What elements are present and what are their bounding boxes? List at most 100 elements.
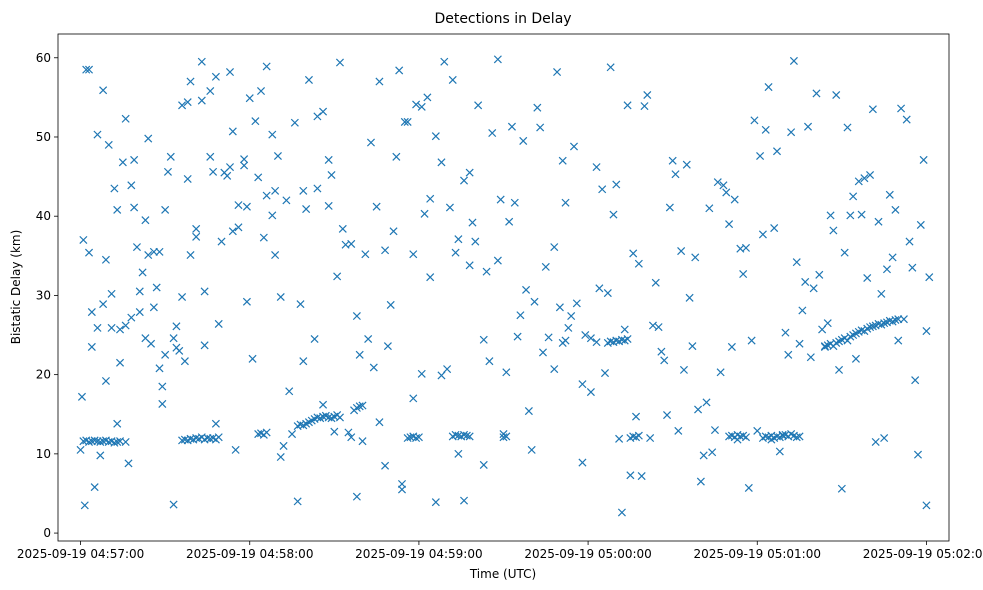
data-point [214, 319, 223, 328]
data-point [276, 292, 285, 302]
data-point [163, 167, 172, 176]
data-point [493, 55, 502, 64]
data-point [479, 460, 488, 469]
data-point [868, 322, 877, 331]
data-point [801, 277, 810, 286]
data-point [454, 235, 463, 244]
data-point [84, 248, 94, 257]
data-point [135, 308, 144, 317]
data-point [251, 117, 260, 126]
data-point [767, 435, 776, 444]
data-point [104, 140, 113, 149]
data-point [96, 437, 105, 447]
data-point [741, 433, 751, 442]
data-point [299, 186, 308, 195]
data-point [93, 130, 102, 139]
data-point [77, 392, 86, 401]
data-point [135, 287, 144, 296]
data-point [445, 203, 454, 212]
data-point [770, 224, 779, 233]
data-point [778, 430, 787, 439]
y-tick-label: 0 [43, 526, 51, 540]
data-point [663, 411, 672, 420]
data-point [124, 459, 133, 468]
data-point [710, 426, 719, 435]
data-point [121, 437, 130, 447]
data-point [99, 300, 108, 309]
data-point [172, 322, 181, 331]
data-point [319, 400, 328, 409]
data-point [643, 90, 652, 100]
data-point [152, 283, 161, 292]
data-point [775, 447, 784, 456]
data-point [736, 244, 745, 253]
data-point [333, 272, 342, 281]
plot-frame [57, 33, 950, 542]
data-point [397, 485, 407, 494]
data-point [502, 368, 511, 377]
data-point [493, 256, 502, 265]
data-point [550, 243, 559, 252]
data-point [144, 134, 153, 143]
data-point [262, 191, 271, 200]
data-point [87, 308, 96, 317]
data-point [426, 194, 435, 203]
data-point [335, 58, 344, 67]
data-point [169, 500, 178, 509]
data-point [586, 388, 595, 397]
data-point [631, 412, 641, 421]
data-point [412, 433, 421, 443]
data-point [536, 123, 545, 132]
data-point [505, 217, 514, 226]
data-point [682, 160, 691, 169]
data-point [806, 353, 815, 362]
data-point [225, 68, 235, 77]
data-point [437, 371, 446, 380]
data-point [248, 354, 257, 363]
chart-title: Detections in Delay [434, 11, 571, 27]
data-point [327, 170, 336, 180]
data-point [242, 297, 251, 306]
data-point [533, 103, 542, 112]
data-point [127, 181, 136, 190]
data-point [130, 203, 139, 212]
data-point [288, 430, 297, 439]
data-point [674, 426, 683, 435]
data-point [679, 365, 688, 374]
data-point [913, 450, 923, 459]
data-point [276, 453, 285, 462]
data-point [234, 201, 243, 210]
data-point [414, 433, 423, 442]
data-point [922, 327, 931, 336]
data-point [319, 107, 328, 116]
data-point [507, 122, 516, 131]
data-point [200, 287, 209, 296]
data-point [891, 315, 900, 325]
data-point [648, 321, 657, 330]
data-point [885, 190, 894, 199]
data-point [324, 201, 333, 210]
data-point [527, 445, 536, 454]
data-point [499, 430, 508, 439]
y-tick-label: 20 [36, 368, 51, 382]
data-point [606, 63, 615, 72]
data-point [149, 247, 158, 256]
plot-area [58, 34, 949, 541]
data-point [902, 115, 911, 124]
data-point [553, 68, 562, 77]
data-point [795, 339, 804, 348]
data-point [919, 155, 928, 164]
data-point [110, 184, 119, 193]
y-axis-ticks: 0 10 20 30 40 50 60 [36, 51, 58, 540]
data-point [107, 323, 116, 332]
data-point [586, 334, 595, 343]
data-point [116, 358, 125, 367]
data-points [76, 55, 934, 517]
data-point [888, 253, 897, 262]
data-point [868, 105, 877, 114]
data-point [595, 284, 604, 293]
data-point [758, 230, 767, 239]
data-point [581, 331, 590, 340]
data-point [891, 205, 900, 214]
data-point [696, 477, 705, 486]
